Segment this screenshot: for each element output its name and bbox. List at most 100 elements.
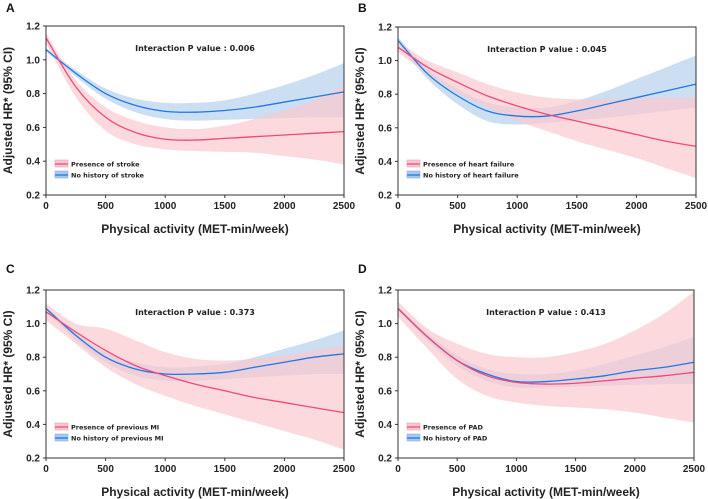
y-tick-label: 1.0 [26,319,40,330]
x-tick-label: 500 [449,464,466,475]
y-tick-label: 1.2 [26,22,40,33]
legend-item: No history of PAD [406,433,488,443]
y-tick-label: 0.2 [378,454,392,465]
y-tick-label: 0.4 [26,157,40,168]
x-tick-label: 1500 [566,201,589,212]
x-tick-label: 1500 [214,464,237,475]
y-tick-label: 0.2 [26,454,40,465]
y-axis-label: Adjusted HR* (95% CI) [353,47,367,174]
y-axis-label: Adjusted HR* (95% CI) [353,310,367,437]
x-tick-label: 2500 [333,464,356,475]
hr-line-no-history [45,49,345,113]
x-tick-label: 2000 [273,201,296,212]
hr-line-presence [45,311,345,414]
ci-band-presence [46,303,344,450]
y-tick-label: 0.6 [26,386,40,397]
y-tick-label: 0.4 [378,420,392,431]
hr-line-presence [45,37,345,141]
plot-frame [45,289,345,459]
x-tick-label: 1000 [154,464,177,475]
y-tick-label: 0.4 [378,157,392,168]
x-tick-label: 2500 [333,201,356,212]
x-tick-label: 0 [43,464,49,475]
y-tick-label: 1.2 [26,286,40,297]
legend-label: Presence of heart failure [423,161,515,169]
y-tick-label: 0.8 [26,89,40,100]
x-axis-label: Physical activity (MET-min/week) [452,485,639,499]
x-tick-label: 500 [97,201,114,212]
y-axis-label: Adjusted HR* (95% CI) [1,310,15,437]
legend-item: Presence of previous MI [54,422,159,432]
x-axis-label: Physical activity (MET-min/week) [101,222,288,236]
legend-label: Presence of previous MI [71,424,159,432]
x-tick-label: 0 [395,201,401,212]
y-tick-label: 0.4 [26,420,40,431]
panel-d: D 0 500 1000 1500 2000 2500 0.2 0.4 0.6 0.8 1.0 1.2 P… [353,262,706,499]
legend-item: No history of heart failure [406,170,519,180]
ci-band-no-history [46,47,344,121]
interaction-p-value: Interaction P value : 0.373 [135,308,255,317]
hr-line-presence [397,308,695,385]
x-tick-label: 2000 [624,464,647,475]
x-tick-label: 2000 [625,201,648,212]
x-tick-label: 2500 [683,464,706,475]
x-tick-label: 1500 [214,201,237,212]
x-tick-label: 0 [43,201,49,212]
x-tick-label: 2000 [273,464,296,475]
hr-line-no-history [45,307,345,376]
x-tick-label: 0 [395,464,401,475]
interaction-p-value: Interaction P value : 0.413 [486,308,606,317]
panel-letter: C [6,262,15,276]
y-tick-label: 1.0 [378,319,392,330]
y-tick-label: 0.2 [26,191,40,202]
x-tick-label: 1000 [505,464,528,475]
y-tick-label: 0.8 [378,90,392,101]
y-tick-label: 1.0 [378,56,392,67]
y-tick-label: 0.6 [378,123,392,134]
y-tick-label: 0.2 [378,191,392,202]
panel-letter: A [6,1,15,15]
y-tick-label: 1.2 [378,23,392,34]
plot-frame [397,26,697,196]
legend-label: Presence of stroke [71,161,140,169]
legend-item: No history of stroke [54,170,145,180]
legend-item: Presence of stroke [54,159,140,169]
x-axis-label: Physical activity (MET-min/week) [453,222,640,236]
x-tick-label: 500 [97,464,114,475]
ci-band-presence [398,42,696,179]
x-tick-label: 500 [449,201,466,212]
y-tick-label: 0.8 [26,353,40,364]
x-tick-label: 1000 [506,201,529,212]
x-tick-label: 1500 [564,464,587,475]
legend-label: No history of PAD [423,435,488,443]
y-tick-label: 0.8 [378,353,392,364]
panel-letter: D [358,262,367,276]
plot-frame [45,25,345,196]
ci-band-presence [398,291,694,423]
panel-a: A 0 500 1000 1500 2000 2500 0.2 0.4 0.6 0.8 1.0 1.2 P… [1,1,356,236]
y-tick-label: 0.6 [26,123,40,134]
y-tick-label: 0.6 [378,386,392,397]
legend-label: Presence of PAD [423,424,484,432]
legend-label: No history of stroke [71,172,145,180]
plot-frame [397,289,695,459]
panel-letter: B [358,1,367,15]
hr-line-no-history [397,40,697,118]
y-axis-label: Adjusted HR* (95% CI) [1,47,15,174]
interaction-p-value: Interaction P value : 0.006 [135,44,255,53]
x-tick-label: 2500 [685,201,708,212]
legend-item: No history of previous MI [54,433,164,443]
x-tick-label: 1000 [154,201,177,212]
interaction-p-value: Interaction P value : 0.045 [487,45,607,54]
y-tick-label: 1.2 [378,286,392,297]
legend-label: No history of heart failure [423,172,519,180]
legend-label: No history of previous MI [71,435,164,443]
y-tick-label: 1.0 [26,55,40,66]
panel-b: B 0 500 1000 1500 2000 2500 0.2 0.4 0.6 0.8 1.0 1.2 P… [353,1,708,236]
legend-item: Presence of PAD [406,422,484,432]
x-axis-label: Physical activity (MET-min/week) [101,485,288,499]
legend-item: Presence of heart failure [406,159,515,169]
ci-band-presence [46,32,344,165]
panel-c: C 0 500 1000 1500 2000 2500 0.2 0.4 0.6 0.8 1.0 1.2 P… [1,262,356,499]
